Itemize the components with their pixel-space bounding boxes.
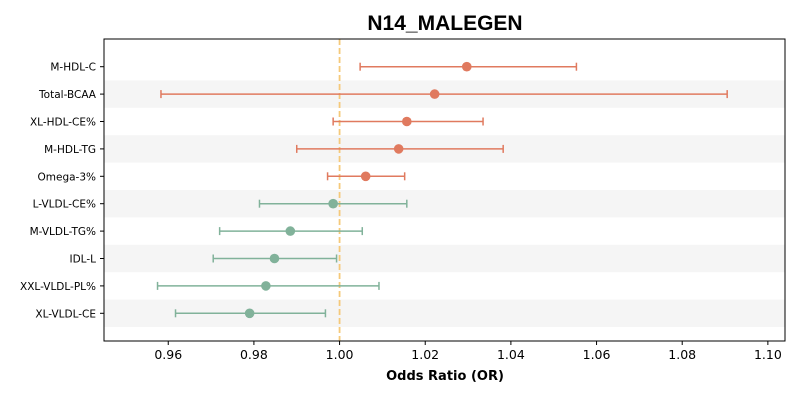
estimate-row — [332, 116, 484, 127]
y-tick-label: M-HDL-C — [50, 62, 96, 74]
point-estimate — [328, 198, 338, 209]
estimate-row — [359, 61, 578, 72]
point-estimate — [393, 144, 404, 154]
estimate-row — [212, 253, 338, 264]
estimate-row — [218, 226, 364, 236]
y-tick-label: XL-HDL-CE% — [30, 117, 96, 129]
y-axis: M-HDL-C Total-BCAA XL-HDL-CE% M-HDL-TG Omega… — [20, 62, 104, 320]
point-estimate — [429, 89, 440, 99]
chart-title: N14_MALEGEN — [367, 12, 522, 35]
y-tick-label: XL-VLDL-CE — [35, 308, 96, 320]
x-axis: 0.96 0.98 1.00 1.02 1.04 1.06 1.08 1.10 — [154, 341, 782, 362]
point-estimate — [244, 308, 255, 319]
x-axis-title: Odds Ratio (OR) — [386, 369, 504, 384]
y-tick-label: IDL-L — [70, 254, 97, 266]
estimate-row — [160, 89, 728, 99]
point-estimate — [461, 61, 472, 72]
y-tick-label: Omega-3% — [38, 171, 97, 183]
estimate-row — [156, 281, 380, 291]
y-tick-label: M-VLDL-TG% — [30, 226, 96, 238]
x-tick-label: 1.02 — [411, 347, 439, 362]
estimate-row — [258, 198, 408, 209]
point-estimate — [402, 116, 412, 127]
y-tick-label: Total-BCAA — [38, 89, 97, 101]
x-tick-label: 1.00 — [326, 347, 354, 362]
x-tick-label: 1.10 — [754, 347, 782, 362]
point-estimate — [261, 281, 271, 291]
estimate-row — [174, 308, 327, 319]
row-band — [104, 190, 785, 218]
y-tick-label: L-VLDL-CE% — [33, 199, 96, 211]
x-tick-label: 0.98 — [240, 347, 268, 362]
point-estimate — [269, 253, 280, 264]
y-tick-label: XXL-VLDL-PL% — [20, 281, 96, 293]
x-tick-label: 1.04 — [497, 347, 525, 362]
plot-frame — [103, 38, 786, 342]
estimate-row — [326, 171, 406, 182]
point-estimate — [360, 171, 371, 182]
x-tick-label: 1.06 — [583, 347, 611, 362]
y-tick-label: M-HDL-TG — [44, 144, 96, 156]
data-marks — [156, 61, 728, 319]
x-tick-label: 1.08 — [668, 347, 696, 362]
row-band — [104, 244, 785, 273]
row-bands — [104, 80, 785, 327]
x-tick-label: 0.96 — [154, 347, 182, 362]
estimate-row — [295, 144, 504, 154]
point-estimate — [285, 226, 296, 236]
